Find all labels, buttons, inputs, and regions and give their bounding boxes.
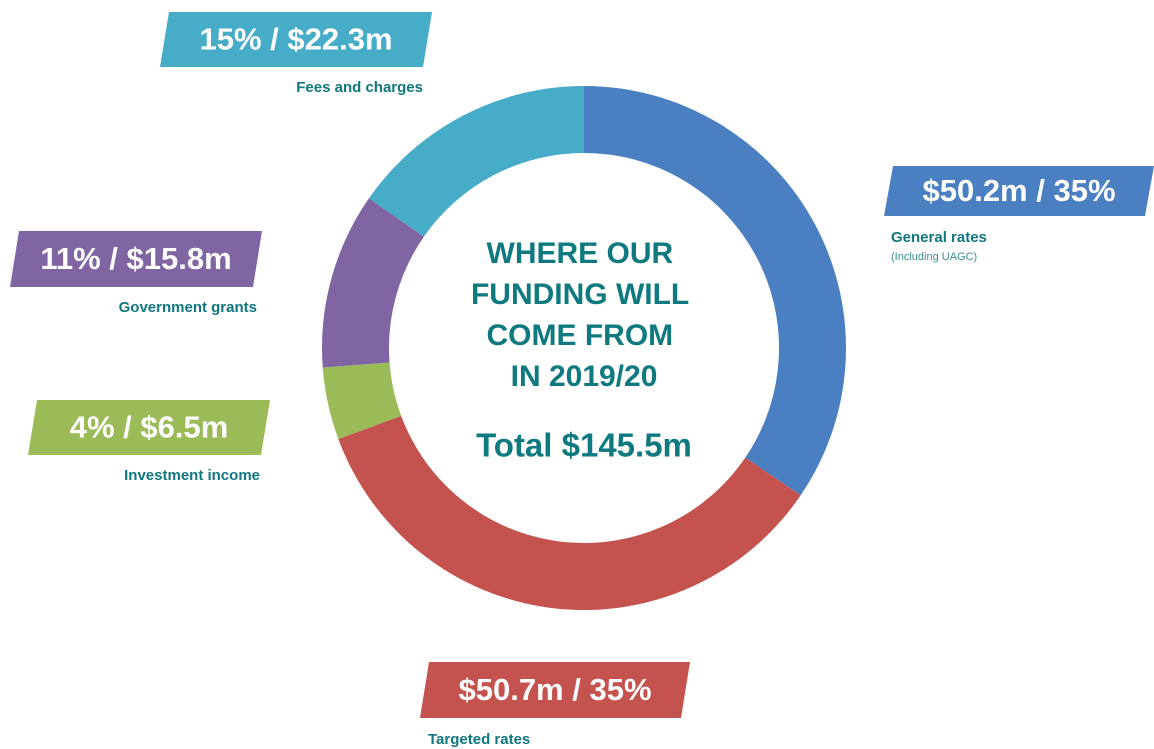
category-label: Investment income	[124, 467, 260, 484]
label-tag	[10, 231, 262, 287]
value-label: $50.2m / 35%	[922, 173, 1115, 208]
category-label: Fees and charges	[296, 79, 423, 96]
value-label: 15% / $22.3m	[199, 22, 392, 57]
chart-subtitle: Total $145.5m	[476, 427, 692, 464]
value-label: 4% / $6.5m	[70, 410, 229, 445]
donut-segment	[322, 362, 402, 440]
chart-title: WHERE OUR FUNDING WILL COME FROM IN 2019…	[471, 237, 697, 393]
label-tag	[28, 400, 270, 455]
note: (Including UAGC)	[891, 251, 977, 263]
label-tag	[420, 662, 690, 718]
category-label: Targeted rates	[428, 731, 530, 748]
label-tag	[160, 12, 432, 67]
category-label: Government grants	[119, 299, 257, 316]
donut-segment	[338, 415, 801, 611]
donut-segment	[322, 198, 424, 368]
label-tag	[884, 166, 1154, 216]
value-label: 11% / $15.8m	[40, 241, 231, 276]
category-label: General rates	[891, 229, 987, 246]
value-label: $50.7m / 35%	[458, 672, 651, 707]
donut-segment	[368, 86, 584, 237]
donut-segment	[584, 86, 846, 496]
